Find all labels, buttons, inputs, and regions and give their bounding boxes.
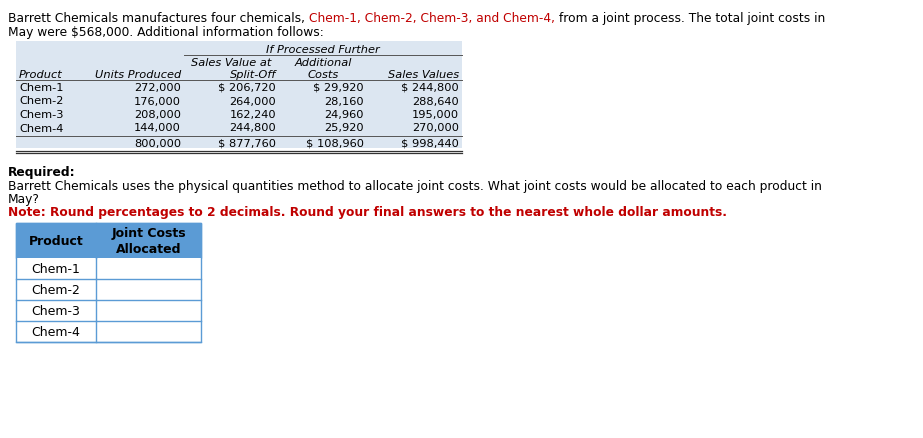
Text: Sales Values: Sales Values [388, 70, 459, 80]
Text: 176,000: 176,000 [134, 96, 181, 106]
Text: Chem-4: Chem-4 [19, 123, 64, 133]
Text: $ 244,800: $ 244,800 [402, 83, 459, 93]
Text: Note: Round percentages to 2 decimals. Round your final answers to the nearest w: Note: Round percentages to 2 decimals. R… [8, 205, 727, 219]
Text: $ 108,960: $ 108,960 [306, 139, 364, 148]
Text: Barrett Chemicals manufactures four chemicals,: Barrett Chemicals manufactures four chem… [8, 12, 309, 25]
Text: $ 29,920: $ 29,920 [314, 83, 364, 93]
Text: May were $568,000. Additional information follows:: May were $568,000. Additional informatio… [8, 26, 324, 39]
Text: 244,800: 244,800 [229, 123, 276, 133]
Text: from a joint process. The total joint costs in: from a joint process. The total joint co… [555, 12, 825, 25]
Text: Barrett Chemicals uses the physical quantities method to allocate joint costs. W: Barrett Chemicals uses the physical quan… [8, 180, 821, 193]
Text: Chem-3: Chem-3 [19, 110, 64, 120]
Text: Additional: Additional [294, 58, 352, 68]
Text: 195,000: 195,000 [412, 110, 459, 120]
Text: 288,640: 288,640 [413, 96, 459, 106]
Bar [16, 279, 201, 300]
Text: May?: May? [8, 193, 40, 205]
Text: Chem-2: Chem-2 [31, 283, 80, 297]
Text: 208,000: 208,000 [134, 110, 181, 120]
Text: 800,000: 800,000 [134, 139, 181, 148]
Text: Chem-1: Chem-1 [19, 83, 64, 93]
Text: 24,960: 24,960 [325, 110, 364, 120]
Text: $ 998,440: $ 998,440 [402, 139, 459, 148]
Text: Chem-1, Chem-2, Chem-3, and Chem-4,: Chem-1, Chem-2, Chem-3, and Chem-4, [309, 12, 555, 25]
Text: 272,000: 272,000 [134, 83, 181, 93]
Text: Product: Product [19, 70, 63, 80]
Bar [16, 42, 462, 148]
Bar [16, 321, 201, 342]
Text: Required:: Required: [8, 166, 76, 179]
Bar [16, 258, 201, 279]
Text: Costs: Costs [307, 70, 339, 80]
Text: Units Produced: Units Produced [95, 70, 181, 80]
Text: Joint Costs
Allocated: Joint Costs Allocated [111, 226, 186, 255]
Bar [16, 223, 201, 258]
Text: $ 877,760: $ 877,760 [218, 139, 276, 148]
Text: 25,920: 25,920 [324, 123, 364, 133]
Text: Split-Off: Split-Off [230, 70, 276, 80]
Text: Chem-4: Chem-4 [31, 325, 80, 338]
Text: Sales Value at: Sales Value at [191, 58, 271, 68]
Text: 144,000: 144,000 [134, 123, 181, 133]
Bar [16, 300, 201, 321]
Text: $ 206,720: $ 206,720 [218, 83, 276, 93]
Text: Chem-3: Chem-3 [31, 304, 80, 317]
Text: 28,160: 28,160 [324, 96, 364, 106]
Text: Chem-2: Chem-2 [19, 96, 64, 106]
Text: If Processed Further: If Processed Further [266, 45, 379, 55]
Text: 264,000: 264,000 [229, 96, 276, 106]
Bar [16, 223, 201, 342]
Text: Chem-1: Chem-1 [31, 262, 80, 276]
Text: 162,240: 162,240 [230, 110, 276, 120]
Text: 270,000: 270,000 [412, 123, 459, 133]
Text: Product: Product [29, 234, 83, 247]
